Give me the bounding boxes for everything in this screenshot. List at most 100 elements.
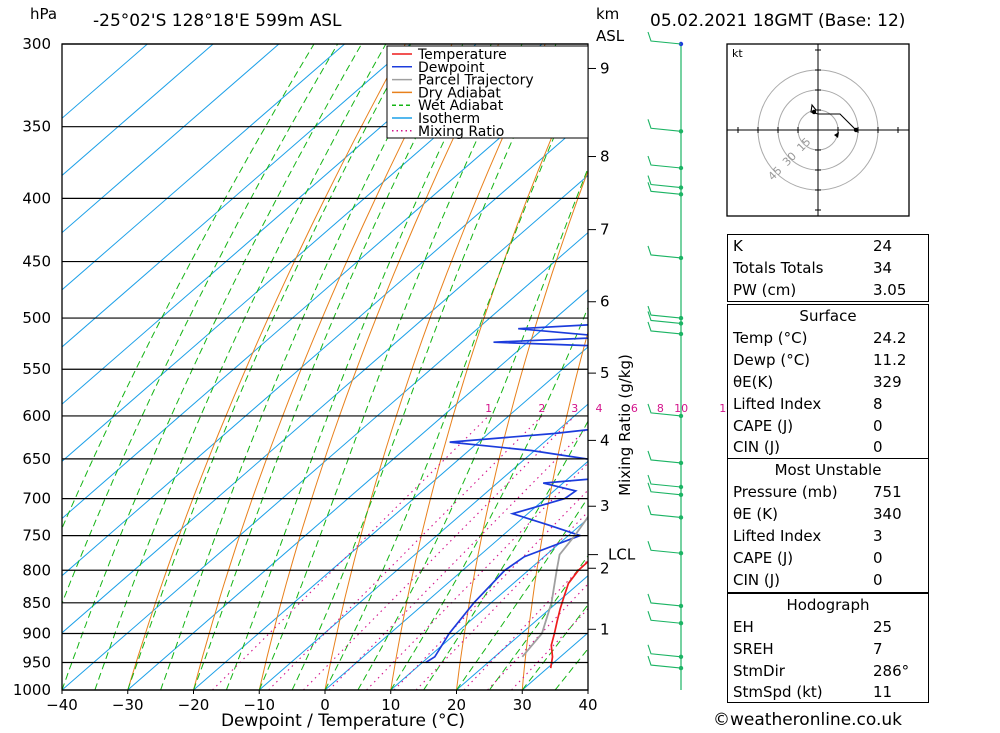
wind-barb xyxy=(648,322,681,334)
surface-row: CAPE (J) 0 xyxy=(728,415,928,437)
surface-table: Surface Temp (°C) 24.2 Dewp (°C) 11.2 θE(K… xyxy=(727,304,929,459)
mu-label: Lifted Index xyxy=(733,527,821,545)
km-tick-label: 5 xyxy=(600,364,610,382)
isotherm-line xyxy=(0,44,542,690)
mu-value: 0 xyxy=(873,571,883,589)
wind-barb xyxy=(648,645,681,657)
wet-adiabat-line xyxy=(29,44,338,690)
dry-adiabat-line xyxy=(259,44,498,690)
wind-barb xyxy=(648,505,681,517)
hodograph-unit-label: kt xyxy=(732,47,743,60)
pressure-tick-label: 900 xyxy=(22,625,51,643)
mu-row: CAPE (J) 0 xyxy=(728,547,928,569)
index-row: PW (cm) 3.05 xyxy=(728,279,928,301)
km-tick-label: 6 xyxy=(600,293,610,311)
index-label: PW (cm) xyxy=(733,281,796,299)
site-name: weatheronline.co.uk xyxy=(730,710,902,730)
surface-label: θE(K) xyxy=(733,373,773,391)
pressure-tick-label: 600 xyxy=(22,407,51,425)
surface-value: 0 xyxy=(873,417,883,435)
mu-label: θE (K) xyxy=(733,505,778,523)
wind-barb xyxy=(648,182,681,194)
pressure-tick-label: 350 xyxy=(22,118,51,136)
surface-row: θE(K) 329 xyxy=(728,371,928,393)
hodo-label: EH xyxy=(733,618,754,636)
wind-barb xyxy=(648,306,681,318)
mu-label: CAPE (J) xyxy=(733,549,793,567)
wet-adiabat-line xyxy=(95,44,386,690)
km-tick-label: 4 xyxy=(600,431,610,449)
wind-barb xyxy=(648,475,681,487)
isotherm-line xyxy=(0,44,608,690)
hodograph-title: Hodograph xyxy=(728,596,928,614)
plot-frame xyxy=(62,44,588,690)
wind-profile xyxy=(648,32,683,690)
hodograph-point xyxy=(854,128,858,132)
surface-row: CIN (J) 0 xyxy=(728,436,928,458)
surface-label: CIN (J) xyxy=(733,438,780,456)
wind-barb xyxy=(648,32,681,44)
hodo-label: SREH xyxy=(733,640,774,658)
wet-adiabat-line xyxy=(292,44,556,690)
copyright-symbol: © xyxy=(713,710,730,730)
surface-row: Lifted Index 8 xyxy=(728,393,928,415)
mixing-ratio-axis-title: Mixing Ratio (g/kg) xyxy=(616,354,634,496)
mixing-ratio-label: 3 xyxy=(571,402,578,415)
most-unstable-title: Most Unstable xyxy=(728,461,928,479)
mu-label: Pressure (mb) xyxy=(733,483,838,501)
mu-row: Pressure (mb) 751 xyxy=(728,481,928,503)
mu-value: 340 xyxy=(873,505,902,523)
pressure-tick-label: 950 xyxy=(22,654,51,672)
surface-value: 329 xyxy=(873,373,902,391)
km-tick-label: 1 xyxy=(600,620,610,638)
surface-label: CAPE (J) xyxy=(733,417,793,435)
mu-row: θE (K) 340 xyxy=(728,503,928,525)
x-tick-label: 40 xyxy=(578,696,597,714)
copyright-footer: ©weatheronline.co.uk xyxy=(713,710,902,730)
index-label: K xyxy=(733,237,743,255)
hodograph-table: Hodograph EH 25 SREH 7 StmDir 286° StmSpd (… xyxy=(727,593,929,703)
surface-value: 8 xyxy=(873,395,883,413)
pressure-tick-label: 850 xyxy=(22,594,51,612)
wind-barb xyxy=(648,119,681,131)
pressure-tick-label: 400 xyxy=(22,189,51,207)
km-tick-label: 9 xyxy=(600,60,610,78)
wind-barb xyxy=(648,611,681,623)
x-axis-title: Dewpoint / Temperature (°C) xyxy=(221,711,465,731)
hodo-label: StmDir xyxy=(733,662,785,680)
surface-title: Surface xyxy=(728,307,928,325)
wind-barb xyxy=(648,451,681,463)
hodo-label: StmSpd (kt) xyxy=(733,683,823,701)
hodo-row: SREH 7 xyxy=(728,638,928,660)
surface-value: 0 xyxy=(873,438,883,456)
skewt-page: hPa -25°02'S 128°18'E 599m ASL km ASL 05… xyxy=(0,0,1000,733)
hodograph-point xyxy=(812,110,816,114)
hodo-value: 286° xyxy=(873,662,909,680)
indices-table: K 24 Totals Totals 34 PW (cm) 3.05 xyxy=(727,234,929,302)
legend-label: Mixing Ratio xyxy=(418,124,504,140)
pressure-tick-label: 650 xyxy=(22,450,51,468)
surface-row: Temp (°C) 24.2 xyxy=(728,327,928,349)
hodo-value: 11 xyxy=(873,683,892,701)
index-value: 3.05 xyxy=(873,281,906,299)
wind-barb xyxy=(648,594,681,606)
x-tick-label: −30 xyxy=(112,696,144,714)
wind-barb xyxy=(648,176,681,188)
pressure-tick-label: 800 xyxy=(22,561,51,579)
mixing-ratio-label: 2 xyxy=(538,402,545,415)
isotherm-line xyxy=(0,44,476,690)
km-tick-label: 8 xyxy=(600,148,610,166)
index-row: Totals Totals 34 xyxy=(728,257,928,279)
km-tick-label: 3 xyxy=(600,497,610,515)
mu-row: CIN (J) 0 xyxy=(728,569,928,591)
most-unstable-table: Most Unstable Pressure (mb) 751 θE (K) 340… xyxy=(727,458,929,593)
x-tick-label: −40 xyxy=(46,696,78,714)
wind-barb xyxy=(648,156,681,168)
dry-adiabat-line xyxy=(128,44,406,690)
index-value: 34 xyxy=(873,259,892,277)
hodo-row: StmDir 286° xyxy=(728,660,928,682)
lcl-label: LCL xyxy=(608,546,636,564)
pressure-tick-label: 450 xyxy=(22,253,51,271)
wind-barb xyxy=(648,246,681,258)
